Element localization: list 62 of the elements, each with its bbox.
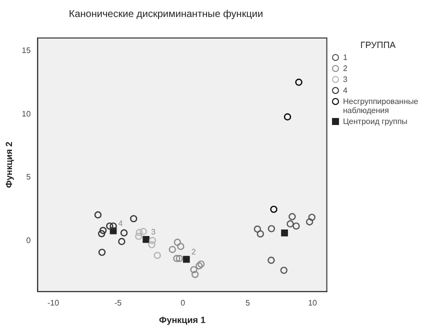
point [120, 229, 128, 236]
point [99, 226, 107, 234]
x-tick-label: 10 [308, 298, 318, 308]
point [254, 225, 262, 233]
legend-label: 1 [343, 53, 348, 62]
point [106, 222, 114, 230]
point [98, 248, 106, 256]
point [135, 232, 142, 240]
legend-label: 4 [343, 86, 348, 95]
point [118, 238, 126, 246]
point [154, 252, 161, 260]
point [270, 206, 278, 213]
point [168, 246, 176, 254]
point [292, 222, 300, 230]
point [176, 254, 183, 262]
chart-title: Канонические дискриминантные функции [68, 8, 264, 20]
point [136, 228, 143, 236]
point [308, 214, 316, 221]
legend-label: 2 [343, 64, 348, 73]
point [140, 228, 147, 236]
point [295, 78, 302, 86]
point [196, 262, 203, 270]
annotation: 3 [151, 228, 156, 237]
x-tick-label: 5 [245, 298, 250, 308]
y-tick-label: 10 [22, 109, 32, 118]
legend-label: Центроид группы [343, 117, 408, 126]
x-tick-label: -10 [47, 298, 60, 308]
point [182, 256, 190, 263]
y-tick-label: 0 [26, 236, 32, 246]
point [190, 266, 198, 274]
point [197, 260, 205, 268]
point [148, 241, 156, 248]
y-tick-label: 5 [26, 172, 32, 182]
point [130, 215, 138, 222]
legend-label: 3 [343, 75, 348, 84]
legend-label: Несгруппированные наблюдения [343, 97, 420, 115]
x-tick-label: 0 [180, 298, 186, 308]
y-tick-label: 15 [22, 46, 32, 55]
point [288, 213, 296, 220]
legend-title: ГРУППА [359, 40, 397, 50]
point [306, 218, 314, 226]
annotation: 4 [118, 219, 124, 228]
point [110, 222, 117, 230]
point [191, 270, 199, 278]
point [98, 230, 106, 238]
point [280, 266, 288, 274]
point [268, 256, 275, 264]
point [268, 225, 276, 232]
point [284, 113, 292, 120]
point [174, 238, 182, 246]
point [286, 220, 294, 228]
x-axis-title: Функция 1 [159, 315, 206, 326]
point [142, 236, 150, 243]
point [281, 229, 288, 236]
point [148, 236, 156, 244]
point [94, 211, 102, 218]
point [177, 242, 184, 250]
annotation: 2 [191, 247, 196, 256]
point [173, 254, 180, 262]
y-axis-title: Функция 2 [4, 142, 14, 188]
x-tick-label: -5 [114, 298, 122, 308]
point [256, 230, 264, 238]
